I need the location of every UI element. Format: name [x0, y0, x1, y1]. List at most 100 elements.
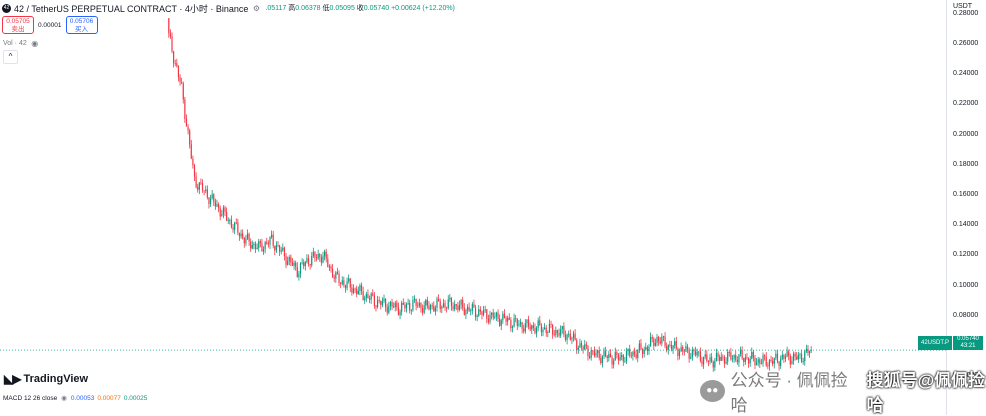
chart-area[interactable] — [0, 0, 946, 392]
candle-body — [760, 363, 763, 365]
trade-panel: 0.05705 卖出 0.00001 0.05706 买入 — [2, 16, 98, 34]
candle-body — [719, 356, 721, 361]
candle-body — [627, 348, 629, 352]
price-tick: 0.16000 — [953, 191, 979, 198]
candle-body — [237, 222, 239, 233]
candle-body — [343, 280, 345, 285]
candlestick-chart[interactable] — [0, 0, 946, 392]
candle-body — [641, 349, 644, 355]
candle-body — [238, 232, 241, 237]
candle-body — [781, 354, 783, 359]
eye-icon[interactable]: ◉ — [31, 38, 39, 48]
candle-body — [754, 357, 756, 366]
candle-body — [272, 234, 274, 246]
candle-body — [664, 336, 666, 347]
candle-body — [195, 176, 197, 188]
candle-body — [357, 290, 359, 295]
candle-body — [752, 351, 754, 358]
candle-body — [617, 354, 620, 361]
candle-body — [458, 304, 461, 310]
candle-body — [654, 342, 657, 346]
candle-body — [792, 353, 795, 361]
candle-body — [691, 349, 693, 358]
candle-body — [759, 359, 761, 364]
candle-body — [638, 343, 640, 350]
symbol-title[interactable]: 42 / TetherUS PERPETUAL CONTRACT · 4小时 ·… — [14, 3, 249, 14]
sell-button[interactable]: 0.05705 卖出 — [2, 16, 34, 34]
candle-body — [497, 312, 499, 319]
ohlc-close: 0.05740 — [363, 5, 390, 12]
candle-body — [274, 245, 276, 251]
candle-body — [667, 344, 669, 351]
candle-body — [222, 207, 225, 215]
candle-body — [696, 352, 698, 356]
candle-body — [320, 257, 322, 263]
candle-body — [767, 365, 769, 367]
candle-body — [423, 305, 425, 313]
candle-body — [193, 165, 196, 177]
candle-body — [540, 325, 542, 333]
candle-body — [656, 337, 658, 343]
ohlc-close-label: 收 — [356, 5, 364, 12]
buy-label: 买入 — [75, 26, 88, 33]
candle-body — [240, 233, 242, 237]
candle-body — [421, 308, 424, 313]
candle-body — [396, 302, 398, 308]
candle-body — [651, 336, 653, 339]
candle-body — [312, 251, 314, 256]
candle-body — [502, 313, 504, 321]
macd-value-2: 0.00077 — [97, 394, 121, 402]
candle-body — [389, 301, 392, 307]
candle-body — [550, 323, 552, 325]
buy-button[interactable]: 0.05706 买入 — [65, 16, 98, 34]
candle-body — [431, 305, 433, 307]
candle-body — [177, 66, 180, 78]
candle-body — [460, 299, 462, 305]
watermark-text-1: 公众号 · 佩佩捡哈 — [730, 371, 848, 415]
candle-body — [649, 336, 652, 347]
candle-body — [307, 258, 310, 265]
candle-body — [217, 204, 220, 209]
candle-body — [805, 348, 807, 352]
macd-eye-icon[interactable]: ◉ — [61, 395, 67, 402]
price-tick: 0.04000 — [953, 372, 979, 380]
candle-body — [402, 302, 404, 305]
volume-legend: Vol · 42 ◉ — [3, 38, 40, 48]
candle-body — [246, 233, 249, 239]
candle-body — [259, 241, 261, 244]
candle-body — [393, 306, 395, 308]
candle-body — [736, 360, 738, 363]
last-price-value: 0.05740 — [957, 336, 979, 342]
candle-body — [323, 251, 326, 257]
candle-body — [579, 343, 581, 348]
candle-body — [340, 282, 342, 284]
candle-body — [677, 348, 679, 357]
macd-label[interactable]: MACD 12 26 close — [3, 394, 58, 402]
candle-body — [741, 350, 743, 359]
candle-body — [597, 350, 599, 353]
candle-body — [507, 317, 509, 322]
candle-body — [203, 190, 205, 192]
candle-body — [666, 346, 668, 351]
tradingview-logo[interactable]: ◣▶ TradingView — [4, 372, 88, 386]
settings-icon[interactable]: ⚙ — [252, 3, 260, 13]
macd-pane[interactable] — [0, 405, 946, 415]
candle-body — [794, 353, 796, 357]
symbol-icon: 42 — [2, 3, 11, 13]
price-axis[interactable]: USDT 0.28000 0.26000 0.24000 0.22000 0.20000… — [946, 0, 986, 415]
candle-body — [449, 297, 451, 300]
volume-label[interactable]: Vol · 42 — [3, 39, 27, 47]
candle-body — [746, 357, 748, 359]
candle-body — [733, 354, 735, 359]
candle-body — [653, 338, 655, 346]
ohlc-low: 0.05095 — [329, 5, 355, 12]
candle-body — [333, 277, 335, 279]
candle-body — [776, 353, 779, 362]
candle-body — [789, 356, 791, 365]
collapse-legend-button[interactable]: ^ — [3, 50, 18, 64]
candle-body — [683, 351, 685, 353]
candle-body — [365, 293, 367, 298]
candle-body — [466, 307, 469, 311]
candle-body — [290, 256, 292, 263]
candle-body — [699, 351, 701, 361]
